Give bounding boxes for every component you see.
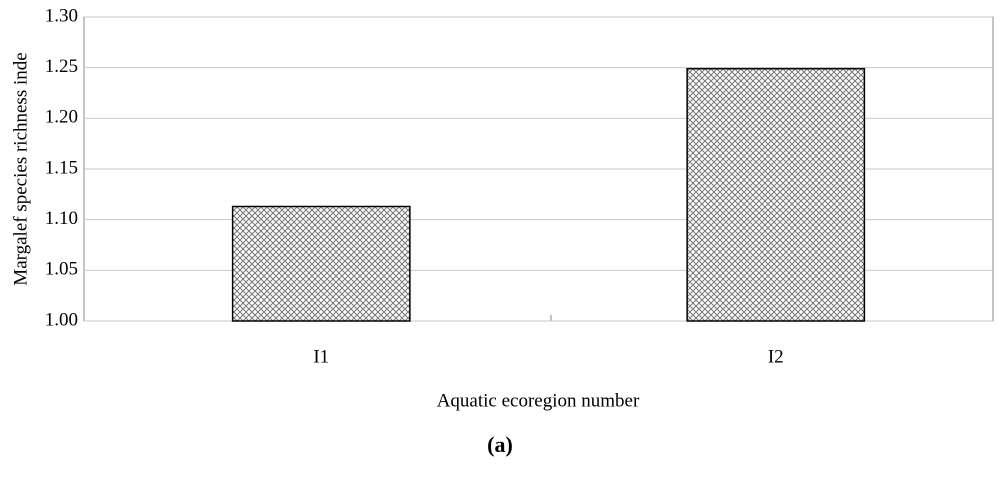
y-tick-label: 1.00 <box>45 309 78 330</box>
y-tick-label: 1.15 <box>45 157 78 178</box>
y-tick-label: 1.20 <box>45 107 78 128</box>
x-tick-label: I2 <box>768 346 784 367</box>
y-tick-label: 1.25 <box>45 56 78 77</box>
y-axis-label: Margalef species richness inde <box>10 52 31 285</box>
y-tick-label: 1.10 <box>45 208 78 229</box>
x-axis-label: Aquatic ecoregion number <box>437 390 640 411</box>
y-tick-label: 1.05 <box>45 259 78 280</box>
y-tick-label: 1.30 <box>45 5 78 26</box>
bar <box>231 205 411 322</box>
bar <box>686 67 866 322</box>
x-tick-label: I1 <box>313 346 329 367</box>
caption: (a) <box>487 432 513 457</box>
